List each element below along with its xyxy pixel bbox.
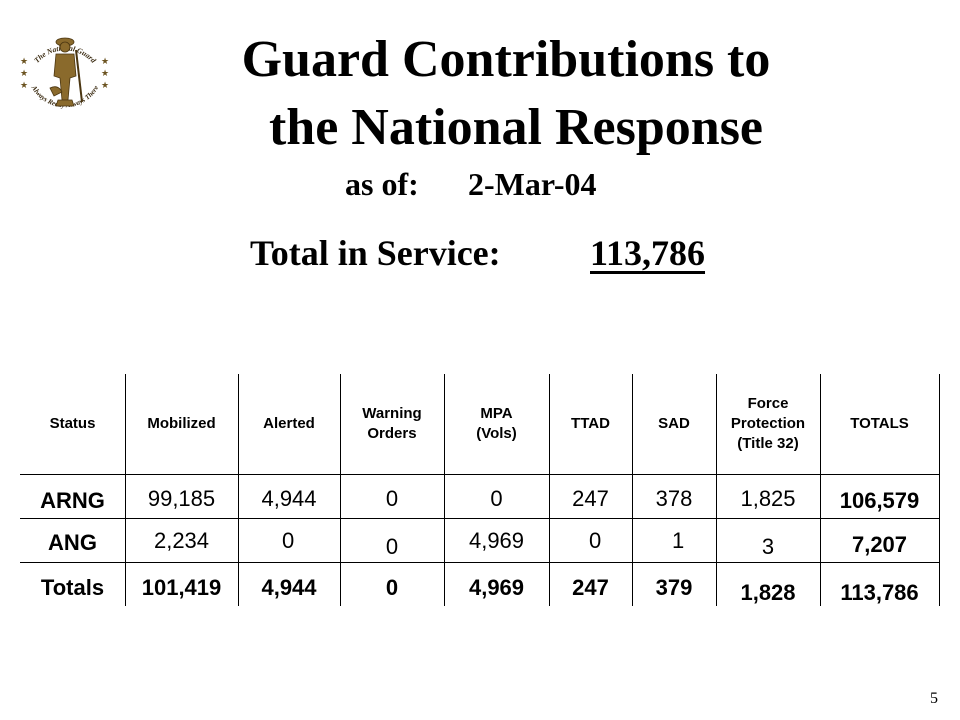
svg-text:★: ★ xyxy=(101,81,109,91)
total-in-service-value: 113,786 xyxy=(590,233,706,273)
row-totals-force-protection: 1,828 xyxy=(740,580,796,605)
svg-text:★: ★ xyxy=(101,69,109,79)
header-mpa: MPA (Vols) xyxy=(444,374,549,474)
row-ang-alerted: 0 xyxy=(282,528,295,553)
header-fp-line-3: (Title 32) xyxy=(737,435,799,452)
header-warning-orders: Warning Orders xyxy=(340,374,444,474)
row-totals-total: 113,786 xyxy=(840,580,919,605)
row-totals-sad: 379 xyxy=(655,575,693,600)
svg-text:★: ★ xyxy=(20,69,28,79)
row-totals-mobilized: 101,419 xyxy=(141,575,222,600)
total-in-service-row: Total in Service: 113,786 xyxy=(0,232,960,282)
header-mpa-line-2: (Vols) xyxy=(476,425,517,442)
row-arng-ttad: 247 xyxy=(572,486,609,511)
row-totals-warning: 0 xyxy=(385,575,399,600)
contributions-table: Status Mobilized Alerted Warning Orders M… xyxy=(20,374,940,606)
header-warning-line-2: Orders xyxy=(367,425,417,442)
row-arng-alerted: 4,944 xyxy=(261,486,317,511)
as-of-row: as of: 2-Mar-04 xyxy=(0,166,960,210)
row-arng-mpa: 0 xyxy=(490,486,503,511)
svg-text:★: ★ xyxy=(20,57,28,67)
header-sad: SAD xyxy=(658,415,690,432)
header-mpa-line-1: MPA xyxy=(480,405,513,422)
row-ang-force-protection: 3 xyxy=(761,534,775,559)
page-title-line-1: Guard Contributions to xyxy=(241,31,771,88)
header-force-protection: Force Protection (Title 32) xyxy=(716,374,820,474)
row-ang-warning: 0 xyxy=(385,534,399,559)
page-number: 5 xyxy=(930,690,938,707)
header-fp-line-2: Protection xyxy=(730,415,806,432)
header-alerted: Alerted xyxy=(263,415,315,432)
row-ang-mpa: 4,969 xyxy=(468,528,525,553)
as-of-label: as of: xyxy=(345,166,419,202)
page-title-line-2: the National Response xyxy=(268,99,764,156)
row-totals-alerted: 4,944 xyxy=(261,575,317,600)
svg-text:★: ★ xyxy=(20,81,28,91)
row-arng-sad: 378 xyxy=(655,486,693,511)
row-ang-mobilized: 2,234 xyxy=(153,528,210,553)
header-mobilized: Mobilized xyxy=(147,415,216,432)
row-ang-status: ANG xyxy=(48,530,97,555)
row-totals-ttad: 247 xyxy=(572,575,609,600)
header-fp-line-1: Force xyxy=(747,395,789,412)
row-ang-total: 7,207 xyxy=(851,532,908,557)
row-totals-mpa: 4,969 xyxy=(468,575,525,600)
row-arng-force-protection: 1,825 xyxy=(740,486,796,511)
header-status: Status xyxy=(49,415,96,432)
row-totals-status: Totals xyxy=(40,575,105,600)
row-arng-warning: 0 xyxy=(385,486,399,511)
header-warning-line-1: Warning xyxy=(362,405,422,422)
row-arng-status: ARNG xyxy=(40,488,105,513)
row-arng-total: 106,579 xyxy=(839,488,920,513)
national-guard-seal-icon: The National Guard Always Ready Always T… xyxy=(20,37,109,109)
row-ang-ttad: 0 xyxy=(589,528,602,553)
svg-text:★: ★ xyxy=(101,57,109,67)
total-in-service-label: Total in Service: xyxy=(250,233,501,273)
row-arng-mobilized: 99,185 xyxy=(147,486,216,511)
as-of-date: 2-Mar-04 xyxy=(468,166,597,202)
row-ang-sad: 1 xyxy=(672,528,685,553)
header-totals: TOTALS xyxy=(850,415,909,432)
header-ttad: TTAD xyxy=(571,415,610,432)
